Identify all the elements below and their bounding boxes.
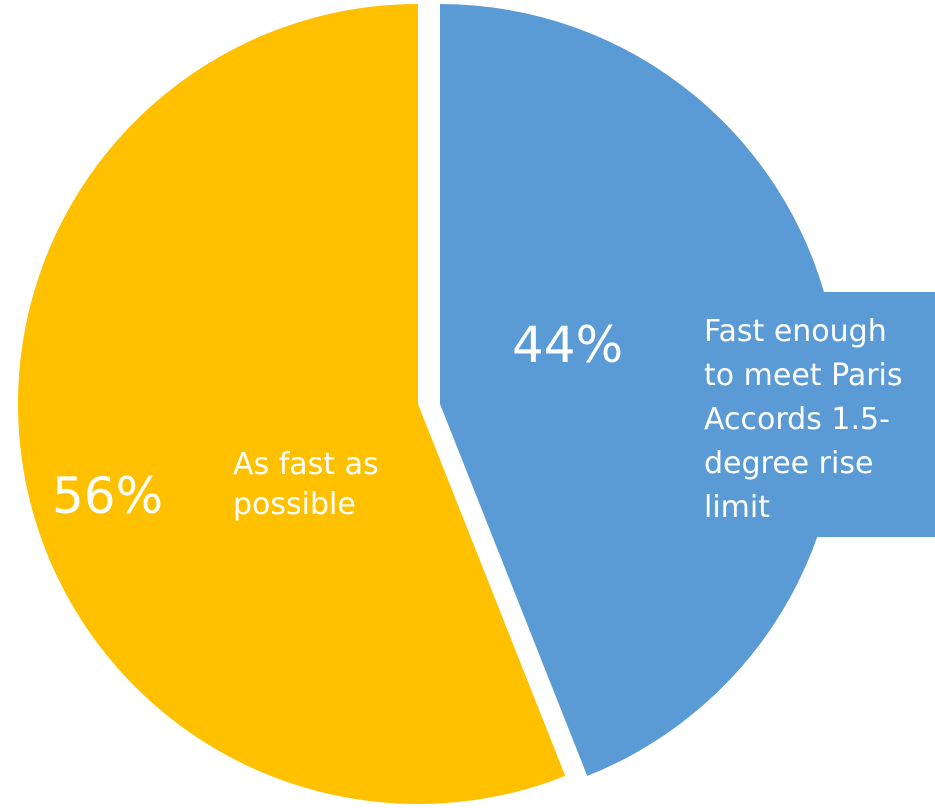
data-label-box-paris-accords <box>690 292 935 537</box>
category-label-line: to meet Paris <box>704 358 903 393</box>
category-label-line: Fast enough <box>704 314 887 349</box>
category-label-as-fast-as-possible: As fast as possible <box>233 447 379 522</box>
category-label-line: limit <box>704 490 770 525</box>
pie-slice-paris-accords <box>440 4 840 776</box>
category-label-line: Accords 1.5- <box>704 402 890 437</box>
category-label-paris-accords: Fast enough to meet Paris Accords 1.5- degr… <box>704 314 903 525</box>
category-label-line: degree rise <box>704 446 873 481</box>
category-label-line: As fast as <box>233 447 379 482</box>
value-label-as-fast-as-possible: 56% <box>52 467 163 525</box>
pie-slice-as-fast-as-possible <box>18 4 566 804</box>
value-label-paris-accords: 44% <box>512 316 623 374</box>
category-label-line: possible <box>233 487 356 522</box>
